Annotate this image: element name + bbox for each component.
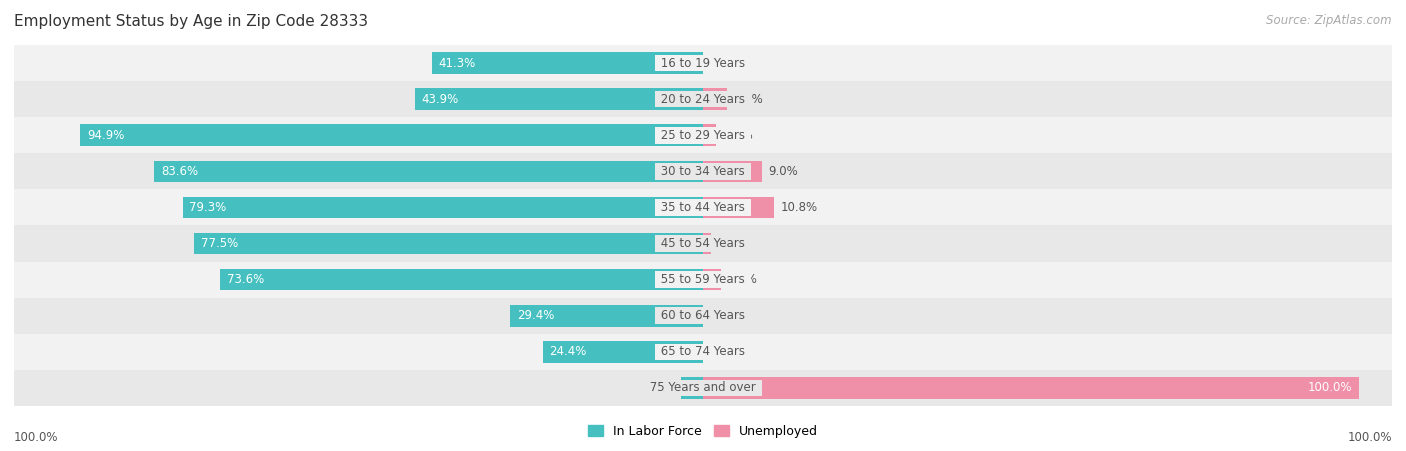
Text: 83.6%: 83.6% [162,165,198,178]
Text: 100.0%: 100.0% [1347,431,1392,444]
Text: 30 to 34 Years: 30 to 34 Years [657,165,749,178]
Text: 2.0%: 2.0% [723,129,752,142]
Text: 3.6%: 3.6% [733,93,763,106]
Bar [703,269,721,290]
Bar [415,88,703,110]
Bar [14,298,1392,334]
Bar [14,334,1392,370]
Text: 20 to 24 Years: 20 to 24 Years [657,93,749,106]
Bar [14,153,1392,189]
Text: 73.6%: 73.6% [226,273,264,286]
Bar [703,161,762,182]
Text: 9.0%: 9.0% [769,165,799,178]
Bar [543,341,703,363]
Bar [183,197,703,218]
Text: Source: ZipAtlas.com: Source: ZipAtlas.com [1267,14,1392,27]
Legend: In Labor Force, Unemployed: In Labor Force, Unemployed [583,420,823,443]
Text: 3.4%: 3.4% [644,382,673,394]
Bar [14,117,1392,153]
Text: 24.4%: 24.4% [550,345,586,358]
Text: 25 to 29 Years: 25 to 29 Years [657,129,749,142]
Text: 100.0%: 100.0% [1308,382,1353,394]
Text: 1.2%: 1.2% [717,237,748,250]
Bar [703,233,711,254]
Bar [432,52,703,74]
Bar [703,377,1360,399]
Bar [14,262,1392,298]
Text: 45 to 54 Years: 45 to 54 Years [657,237,749,250]
Bar [221,269,703,290]
Text: 65 to 74 Years: 65 to 74 Years [657,345,749,358]
Text: 35 to 44 Years: 35 to 44 Years [657,201,749,214]
Bar [14,189,1392,226]
Text: 2.7%: 2.7% [727,273,758,286]
Text: 43.9%: 43.9% [422,93,458,106]
Bar [510,305,703,327]
Text: 29.4%: 29.4% [516,309,554,322]
Text: 55 to 59 Years: 55 to 59 Years [657,273,749,286]
Bar [14,370,1392,406]
Bar [703,124,716,146]
Text: 41.3%: 41.3% [439,57,475,69]
Text: 0.0%: 0.0% [710,345,740,358]
Text: 79.3%: 79.3% [190,201,226,214]
Text: 16 to 19 Years: 16 to 19 Years [657,57,749,69]
Text: 10.8%: 10.8% [780,201,817,214]
Bar [14,45,1392,81]
Bar [681,377,703,399]
Text: Employment Status by Age in Zip Code 28333: Employment Status by Age in Zip Code 283… [14,14,368,28]
Bar [194,233,703,254]
Bar [80,124,703,146]
Text: 94.9%: 94.9% [87,129,124,142]
Text: 100.0%: 100.0% [14,431,59,444]
Bar [703,197,773,218]
Bar [703,88,727,110]
Bar [14,226,1392,262]
Text: 0.0%: 0.0% [710,57,740,69]
Text: 75 Years and over: 75 Years and over [647,382,759,394]
Text: 60 to 64 Years: 60 to 64 Years [657,309,749,322]
Bar [14,81,1392,117]
Text: 0.0%: 0.0% [710,309,740,322]
Text: 77.5%: 77.5% [201,237,238,250]
Bar [155,161,703,182]
